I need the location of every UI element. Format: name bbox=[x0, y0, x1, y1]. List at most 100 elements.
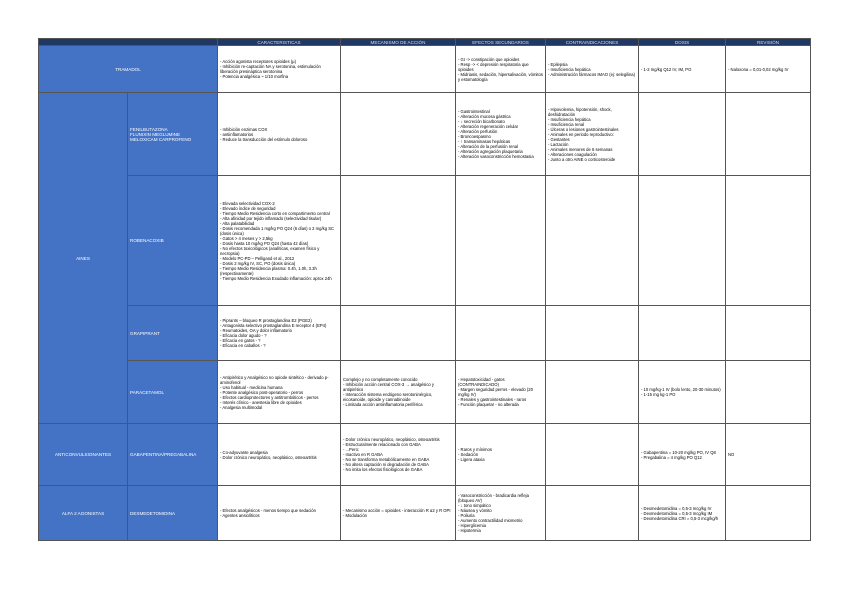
cell-line: - Gabapentina = 10-20 mg/kg PO, IV Q8 bbox=[641, 449, 716, 455]
cell-line: - Naloxona = 0,01-0,02 mg/kg IV bbox=[728, 66, 789, 72]
cell-line: - Pregabalina = 4 mg/kg PO Q12 bbox=[641, 454, 702, 460]
cell-line: - Interés clínico - anestesia libre de o… bbox=[220, 399, 302, 405]
cell-line: - ↓ secreción bicarbonato bbox=[458, 119, 505, 124]
cell-line: - Elevado índice de seguridad bbox=[220, 205, 276, 211]
cell-line: - Alteración agregación plaquetaria bbox=[458, 149, 523, 154]
table-cell: - Gabapentina = 10-20 mg/kg PO, IV Q8- P… bbox=[638, 423, 726, 486]
column-header: CARACTERISTICAS bbox=[217, 38, 341, 46]
cell-line: PARACETAMOL bbox=[130, 389, 165, 395]
cell-line: - Co-adyuvante analgesia bbox=[220, 449, 268, 455]
table-cell bbox=[638, 305, 726, 361]
header-blank bbox=[38, 38, 218, 46]
cell-line: - Estructuralmente relacionado con GABA bbox=[343, 442, 421, 447]
table-cell bbox=[725, 305, 811, 361]
cell-line: - Dosis hasta 10 mg/kg PO Q24 (hasta 42 … bbox=[220, 240, 309, 246]
table-cell bbox=[340, 92, 456, 176]
table-row: AINES FENILBUTAZONA FLUNIXIN MEGLUMINE MELO… bbox=[38, 92, 811, 424]
cell-line: - No imita los efectos fisiológicos de G… bbox=[343, 467, 423, 472]
table-cell bbox=[455, 175, 546, 306]
cell-line: - Margen seguridad perros - elevado (20 … bbox=[458, 387, 533, 397]
cell-line: - Tiempo Medio Residencia corto en compa… bbox=[220, 210, 330, 216]
cell-line: - Tiempo Medio Residencia plasma: 0.4h, … bbox=[220, 265, 317, 276]
drug-name: GRAPIPRANT bbox=[127, 305, 218, 361]
cell-line: - antiinflamatorios bbox=[220, 131, 254, 137]
cell-line: - Alteración vasoconstricción hemostasia bbox=[458, 154, 534, 159]
drug-name: GABAPENTINA/PREGABALINA bbox=[127, 423, 218, 486]
cell-line: - Alteraciones coagulación bbox=[548, 151, 597, 157]
cell-line: - Función plaquetar - no alterada bbox=[458, 402, 519, 407]
cell-line: DEXMEDETOMIDINA bbox=[130, 510, 176, 516]
cell-line: - Analgesia multimodal bbox=[220, 404, 263, 410]
drug-name: DEXMEDETOMIDINA bbox=[127, 485, 218, 541]
cell-line: - Alta afinidad por tejido inflamado (se… bbox=[220, 215, 322, 221]
cell-line: FLUNIXIN MEGLUMINE bbox=[130, 131, 181, 137]
table-row: ALFA 2 AGONISTAS DEXMEDETOMIDINA - Efectos… bbox=[38, 485, 811, 541]
table-cell: - Epilepsia - Insuficiencia hepática - Adm… bbox=[545, 45, 639, 93]
cell-line: - Junto a otro AINE o corticosteroide bbox=[548, 156, 616, 162]
cell-line: - Gatos > 4 meses y > 2,5kg bbox=[220, 235, 273, 241]
cell-line: - Dexmedetomidina CRI = 0,5-3 mcg/kg/h bbox=[641, 515, 719, 521]
group-label: AINES bbox=[38, 92, 128, 424]
cell-line: - Inhibición enzimas COX bbox=[220, 126, 268, 132]
cell-line: - Reduce la transducción del estímulo do… bbox=[220, 136, 308, 142]
table-cell: - Vasoconstricción - bradicardia refleja… bbox=[455, 485, 546, 541]
cell-line: - Elevada selectividad COX-2 bbox=[220, 200, 275, 206]
cell-line: GRAPIPRANT bbox=[130, 330, 160, 336]
cell-line: - Náusea y vómito bbox=[458, 508, 492, 513]
cell-line: - Vasoconstricción - bradicardia refleja… bbox=[458, 493, 529, 503]
cell-line: - Alteración perfusión bbox=[458, 129, 498, 134]
cell-line: - Ligera ataxia bbox=[458, 457, 485, 462]
cell-line: - Gestantes bbox=[548, 136, 570, 142]
table-row: ROBENACOXIB - Elevada selectividad COX-2-… bbox=[39, 175, 811, 306]
table-cell: - Raros y mínimos - Sedación - Ligera atax… bbox=[455, 423, 546, 486]
cell-line: - Modulación bbox=[343, 513, 367, 518]
cell-line: - Hipovolemia, hipotensión, shock, deshi… bbox=[548, 106, 612, 117]
cell-line: - Dosis 2 mg/kg IV, SC, PO (dosis única) bbox=[220, 260, 296, 266]
table-cell: - Dexmedetomidina = 0,5-3 mcg/kg IV - Dex… bbox=[638, 485, 726, 541]
cell-line: - GI -> constipación que opioides bbox=[458, 56, 520, 62]
cell-line: - 1-15 mg kg-1 PO bbox=[641, 392, 676, 397]
group-label: ALFA 2 AGONISTAS bbox=[38, 485, 128, 541]
cell-line: - 1-2 mg/kg Q12 IV, IM, PO bbox=[641, 66, 692, 72]
cell-line: - Alteración mucosa gástrica bbox=[458, 114, 511, 119]
cell-line: - Insuficiencia hepática bbox=[548, 66, 591, 72]
table-cell: - Inhibición enzimas COX - antiinflamator… bbox=[217, 92, 341, 176]
table-cell: - Co-adyuvante analgesia - Dolor crónico … bbox=[217, 423, 341, 486]
cell-line: - Mecanismo acción = opioides - interacc… bbox=[343, 508, 451, 513]
cell-line: ROBENACOXIB bbox=[130, 238, 164, 243]
cell-line: MELOXICAM CARPROFENO bbox=[130, 136, 192, 142]
table-cell: - GI -> constipación que opioides - Resp … bbox=[455, 45, 546, 93]
cell-line: - Reumatoides, OA y dolor inflamatorio bbox=[220, 328, 292, 333]
drug-name: PARACETAMOL bbox=[127, 360, 218, 424]
column-header: REVISIÓN bbox=[725, 38, 811, 46]
table-cell bbox=[340, 45, 456, 93]
table-cell bbox=[725, 360, 811, 424]
cell-line: - Hiperglicemia bbox=[458, 523, 486, 528]
cell-line: - Potente analgésico post-operatorio - p… bbox=[220, 389, 304, 395]
cell-line: - Animales menores de 6 semanas bbox=[548, 146, 613, 152]
cell-line: - Midriasis, sedación, hipersalivación, … bbox=[458, 71, 543, 82]
table-cell bbox=[638, 92, 726, 176]
cell-line: - Hipotermia bbox=[458, 528, 481, 533]
cell-line: - Raros y mínimos bbox=[458, 447, 492, 452]
cell-line: - Poliuria bbox=[458, 513, 475, 518]
cell-line: - Broncoespasmo bbox=[458, 134, 491, 139]
cell-line: FENILBUTAZONA bbox=[130, 126, 168, 132]
cell-line: - Inhibición acción central COX-3 → anal… bbox=[343, 382, 435, 392]
table-body: TRAMADOL - Acción agonista receptores opi… bbox=[38, 45, 811, 541]
cell-line: - Inactivo en R GABA bbox=[343, 452, 383, 457]
table-row: PARACETAMOL - Antipirético y Analgésico n… bbox=[39, 360, 811, 424]
cell-line: - Dolor crónico neuropático, neoplásico,… bbox=[343, 437, 440, 442]
table-cell bbox=[725, 485, 811, 541]
cell-line: - Efectos cardioprotectores y antitrombó… bbox=[220, 394, 319, 400]
cell-line: - Potencia analgésica ~ 1/10 morfina bbox=[220, 74, 289, 79]
cell-line: - Epilepsia bbox=[548, 61, 568, 67]
cell-line: - Alteración de la perfusión renal bbox=[458, 144, 519, 149]
group-label: ANTICONVULSIONANTES bbox=[38, 423, 128, 486]
drug-table: CARACTERISTICAS MECANISMO DE ACCIÓN EFECTO… bbox=[38, 38, 811, 541]
table-cell bbox=[725, 92, 811, 176]
table-cell bbox=[340, 175, 456, 306]
cell-line: - 10 mg/kg-1 IV (bolo lento, 20-30 minut… bbox=[641, 387, 721, 392]
cell-line: - Aumento contractilidad miometrio bbox=[458, 518, 523, 523]
table-cell: - Naloxona = 0,01-0,02 mg/kg IV bbox=[725, 45, 811, 93]
